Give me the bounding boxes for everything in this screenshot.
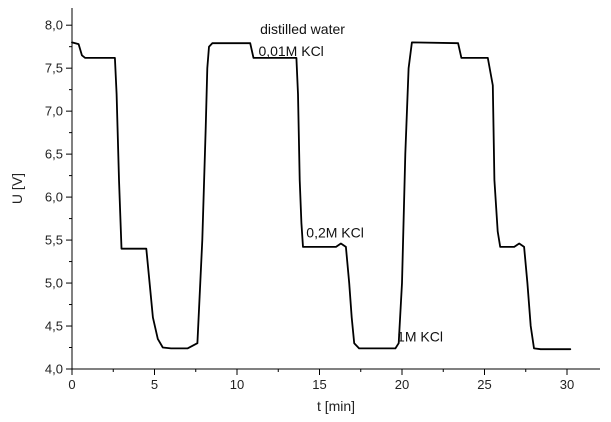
y-axis-label: U [V]: [9, 173, 25, 204]
annotations: distilled water 0,01M KCl 0,2M KCl 1M KCl: [258, 21, 443, 345]
y-tick-label: 7,5: [45, 61, 63, 76]
x-tick-label: 5: [151, 377, 158, 392]
series-line-0: [71, 41, 572, 351]
x-tick-label: 15: [312, 377, 326, 392]
x-axis-label: t [min]: [317, 398, 355, 414]
annotation-label: 0,01M KCl: [258, 43, 323, 59]
y-tick-label: 5,5: [45, 233, 63, 248]
y-tick-label: 8,0: [45, 18, 63, 33]
x-tick-label: 20: [395, 377, 409, 392]
y-tick-label: 6,0: [45, 190, 63, 205]
axis-ticks: 0 5 10 15 20 25 30 4,0 4,5 5,0 5,5 6,0 6,5 7,0 7,5 8,0: [45, 18, 574, 392]
y-tick-label: 4,5: [45, 319, 63, 334]
y-tick-label: 4,0: [45, 362, 63, 377]
x-tick-label: 10: [230, 377, 244, 392]
x-tick-label: 25: [477, 377, 491, 392]
y-tick-label: 6,5: [45, 147, 63, 162]
annotation-label: distilled water: [260, 21, 345, 37]
x-tick-label: 30: [560, 377, 574, 392]
series-layer: [71, 41, 572, 351]
annotation-label: 1M KCl: [397, 328, 443, 344]
y-tick-label: 7,0: [45, 104, 63, 119]
annotation-label: 0,2M KCl: [306, 224, 364, 240]
y-tick-label: 5,0: [45, 276, 63, 291]
plot-frame: [71, 8, 600, 370]
x-tick-label: 0: [68, 377, 75, 392]
